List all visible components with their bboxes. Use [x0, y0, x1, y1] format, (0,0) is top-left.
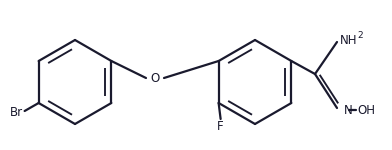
- Text: 2: 2: [357, 32, 363, 40]
- Text: O: O: [151, 72, 160, 84]
- Text: NH: NH: [340, 33, 358, 46]
- Text: F: F: [217, 120, 224, 134]
- Text: OH: OH: [357, 103, 375, 117]
- Text: N: N: [344, 103, 353, 117]
- Text: Br: Br: [10, 106, 23, 120]
